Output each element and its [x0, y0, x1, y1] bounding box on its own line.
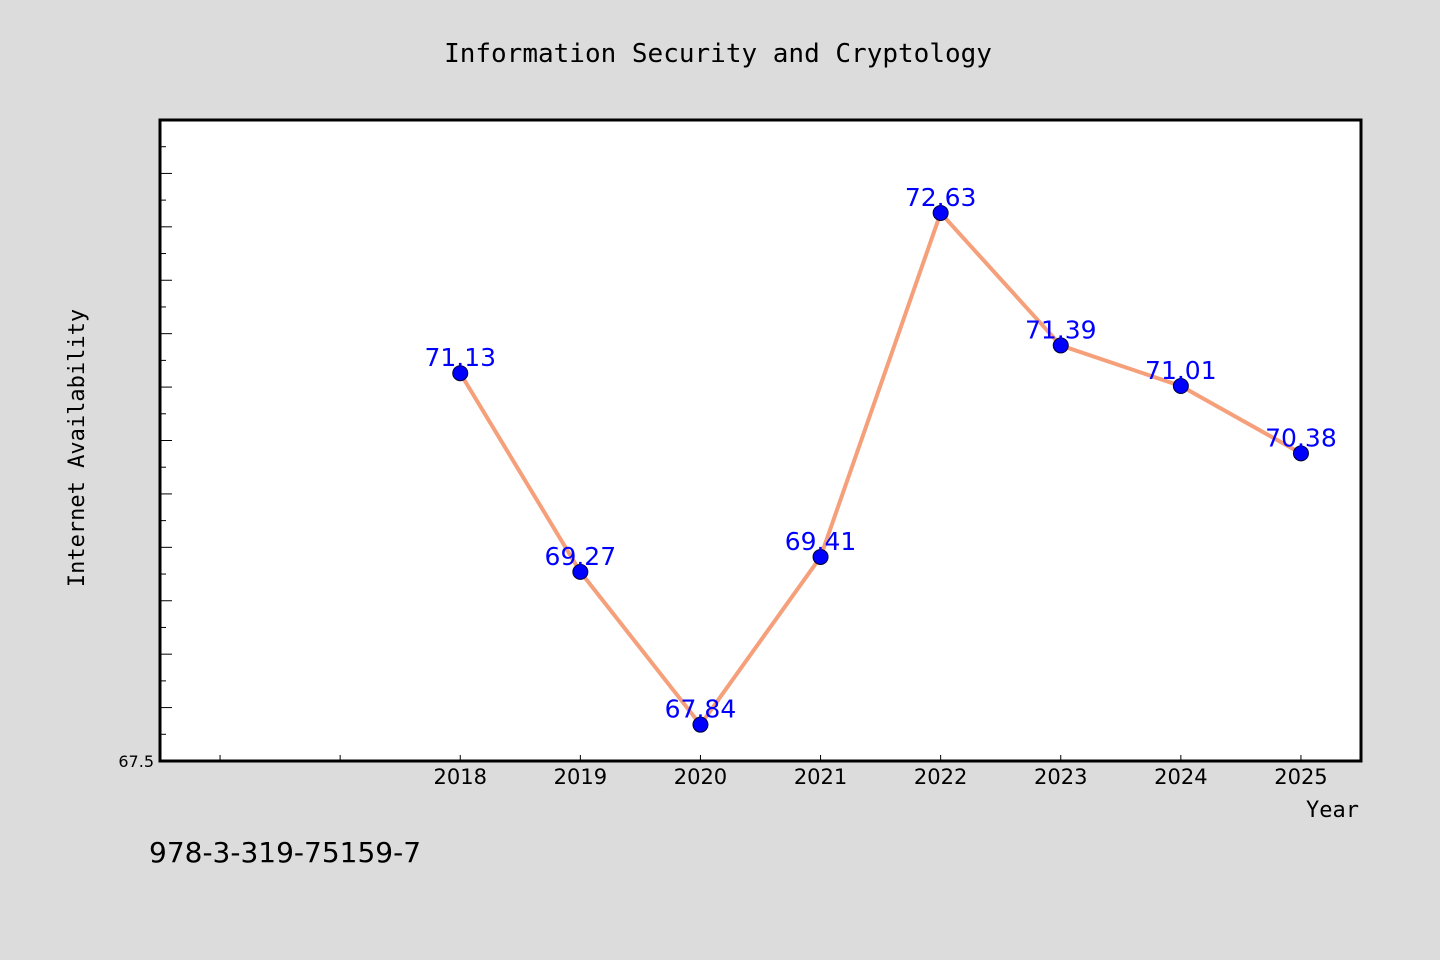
- x-tick-label: 2024: [1154, 765, 1207, 789]
- data-label: 72.63: [905, 183, 977, 212]
- x-tick-label: 2018: [434, 765, 487, 789]
- y-axis-label: Internet Availability: [65, 309, 90, 587]
- data-label: 69.27: [545, 542, 617, 571]
- data-label: 67.84: [665, 695, 737, 724]
- data-label: 69.41: [785, 527, 857, 556]
- series-lines: [458, 210, 1302, 727]
- isbn-text: 978-3-319-75159-7: [149, 836, 421, 869]
- data-point: [1172, 378, 1189, 395]
- series-line: [458, 210, 1302, 727]
- y-axis-tick-labels: 67.5: [118, 752, 154, 771]
- data-markers: [452, 204, 1309, 733]
- data-point: [1052, 337, 1069, 354]
- x-tick-label: 2019: [554, 765, 607, 789]
- x-tick-label: 2021: [794, 765, 847, 789]
- x-axis-label: Year: [1306, 798, 1359, 823]
- plot-area: [160, 120, 1361, 761]
- data-point: [1292, 445, 1309, 462]
- data-point: [932, 204, 949, 221]
- data-label: 71.13: [424, 343, 496, 372]
- x-tick-label: 2023: [1034, 765, 1087, 789]
- plot-frame: [158, 118, 1363, 763]
- data-label: 71.39: [1025, 315, 1097, 344]
- y-tick-label: 67.5: [118, 752, 154, 771]
- x-tick-label: 2022: [914, 765, 967, 789]
- data-point: [692, 716, 709, 733]
- x-tick-label: 2020: [674, 765, 727, 789]
- data-point: [572, 563, 589, 580]
- chart-title: Information Security and Cryptology: [444, 39, 992, 69]
- data-point: [452, 365, 469, 382]
- data-labels: 71.13 69.27 67.84 69.41 72.63 71.39 71.01 70.38: [424, 183, 1336, 724]
- x-tick-label: 2025: [1274, 765, 1327, 789]
- data-label: 70.38: [1265, 423, 1337, 452]
- data-point: [812, 548, 829, 565]
- x-axis-tick-labels: 2018 2019 2020 2021 2022 2023 2024 2025: [434, 765, 1328, 789]
- data-label: 71.01: [1145, 356, 1217, 385]
